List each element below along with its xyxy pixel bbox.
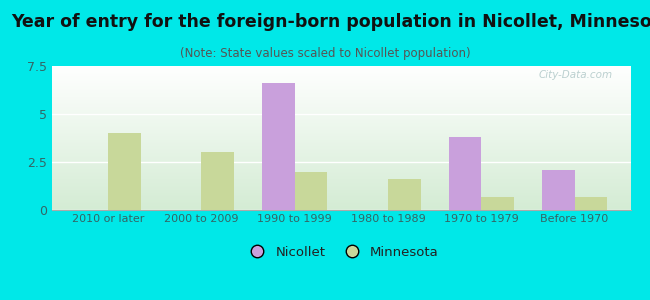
Bar xyxy=(481,196,514,210)
Text: (Note: State values scaled to Nicollet population): (Note: State values scaled to Nicollet p… xyxy=(179,46,471,59)
Bar xyxy=(575,196,607,210)
Bar xyxy=(448,137,481,210)
Bar xyxy=(388,179,421,210)
Bar xyxy=(294,172,327,210)
Title: Year of entry for the foreign-born population in Nicollet, Minnesota: Year of entry for the foreign-born popul… xyxy=(11,13,650,31)
Legend: Nicollet, Minnesota: Nicollet, Minnesota xyxy=(239,240,444,264)
Text: City-Data.com: City-Data.com xyxy=(539,70,613,80)
Bar xyxy=(202,152,234,210)
Bar xyxy=(262,83,294,210)
Bar xyxy=(542,170,575,210)
Bar xyxy=(108,133,140,210)
